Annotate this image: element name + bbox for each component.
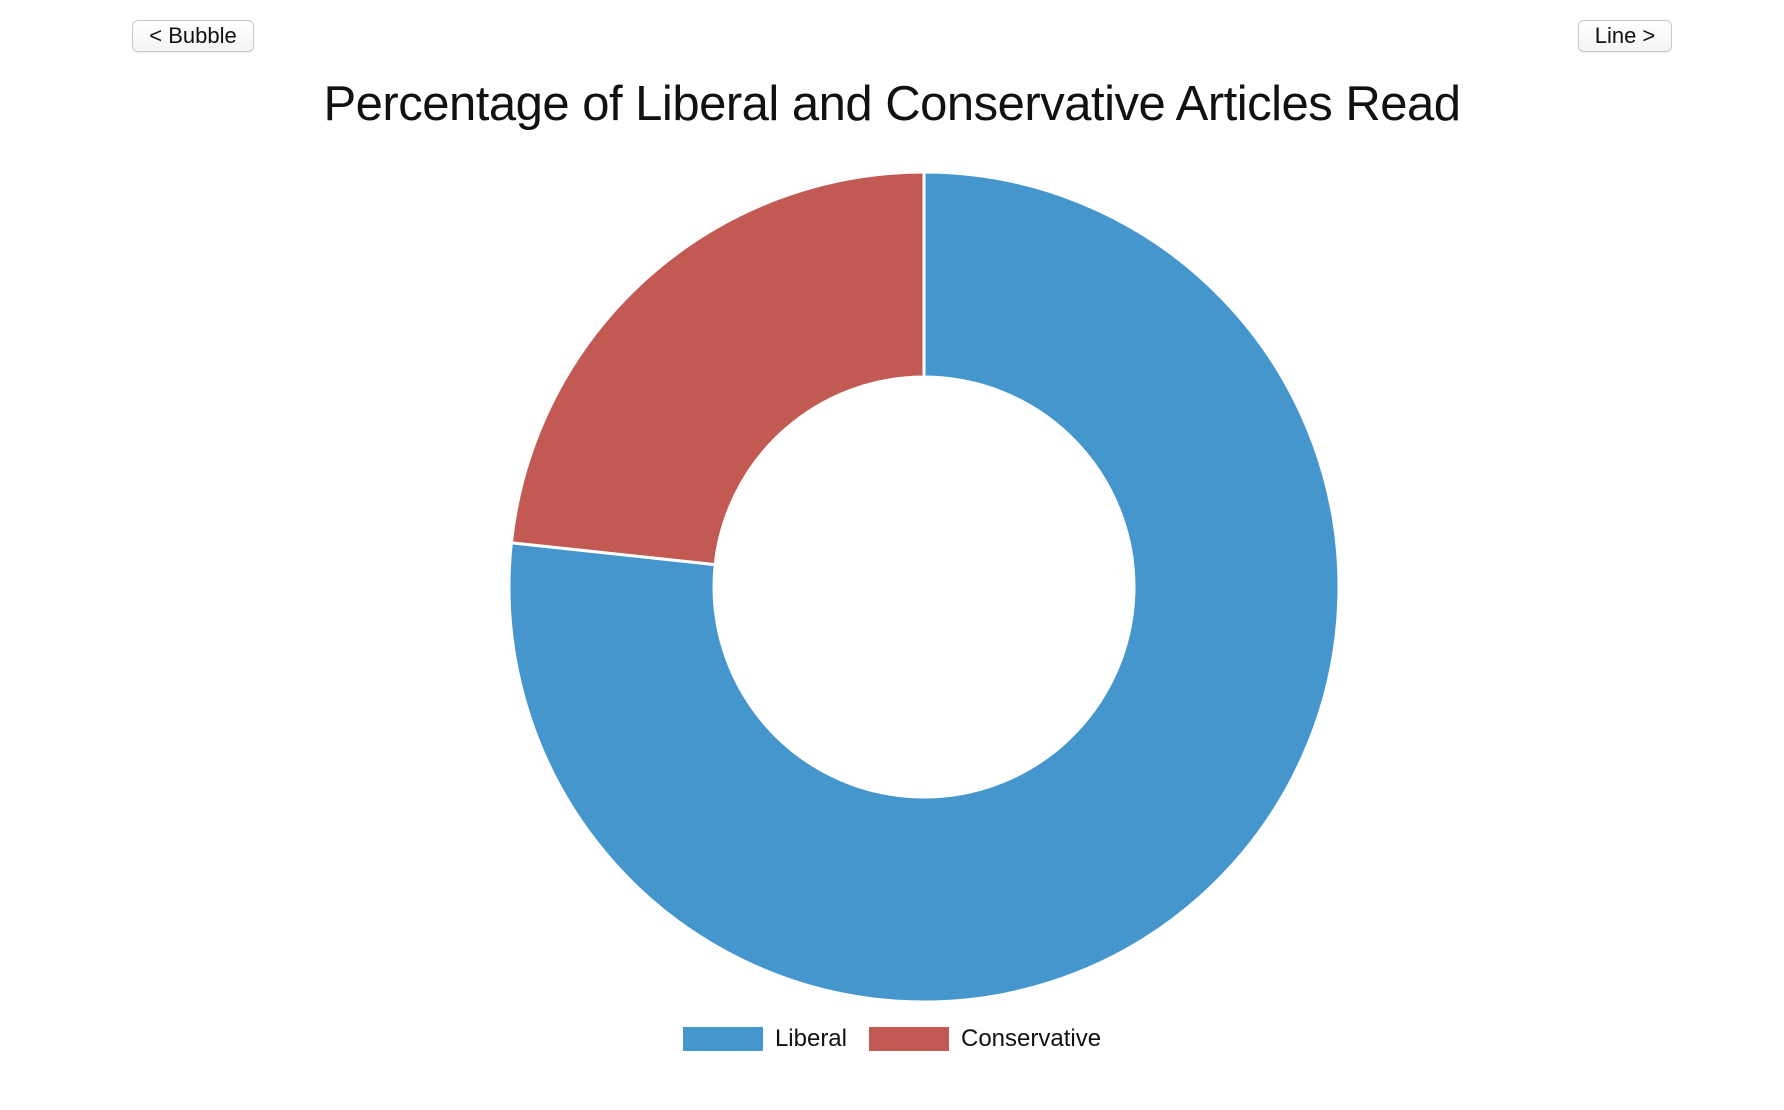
legend-label: Liberal bbox=[774, 1025, 847, 1052]
previous-chart-button[interactable]: < Bubble bbox=[132, 20, 254, 52]
legend-swatch bbox=[682, 1027, 763, 1051]
next-chart-button[interactable]: Line > bbox=[1578, 20, 1672, 52]
donut-chart bbox=[507, 170, 1341, 1004]
chart-title: Percentage of Liberal and Conservative A… bbox=[323, 77, 1461, 131]
chart-legend: Liberal Conservative bbox=[0, 1024, 1784, 1054]
legend-item-liberal[interactable]: Liberal bbox=[682, 1024, 847, 1054]
legend-label: Conservative bbox=[960, 1025, 1102, 1052]
slice-conservative[interactable] bbox=[509, 170, 926, 567]
legend-item-conservative[interactable]: Conservative bbox=[868, 1024, 1102, 1054]
slice-liberal[interactable] bbox=[507, 170, 1341, 1004]
legend-swatch bbox=[868, 1027, 949, 1051]
